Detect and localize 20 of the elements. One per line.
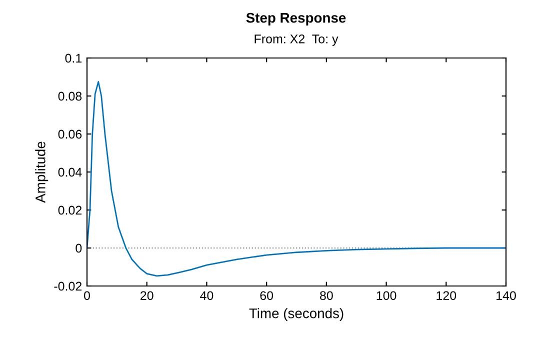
y-axis-title: Amplitude: [35, 142, 48, 203]
x-tick-label: 140: [496, 291, 516, 300]
line-series: [87, 81, 506, 277]
y-tick-label: 0.06: [58, 130, 82, 139]
x-tick-label: 120: [436, 291, 456, 300]
x-tick-label: 20: [140, 291, 154, 300]
y-tick-label: 0.02: [58, 206, 82, 215]
x-tick-label: 60: [260, 291, 274, 300]
x-tick-label: 0: [84, 291, 90, 300]
y-tick-label: 0.04: [58, 168, 82, 177]
x-tick-label: 80: [320, 291, 333, 300]
y-tick-label: 0: [76, 244, 82, 253]
x-tick-label: 100: [376, 291, 396, 300]
y-tick-label: -0.02: [54, 282, 82, 291]
y-tick-label: 0.08: [58, 92, 82, 101]
x-axis-title: Time (seconds): [249, 308, 344, 322]
y-tick-label: 0.1: [65, 54, 82, 63]
x-tick-label: 40: [200, 291, 214, 300]
chart-subtitle: From: X2 To: y: [254, 34, 338, 46]
chart-title: Step Response: [246, 12, 346, 26]
